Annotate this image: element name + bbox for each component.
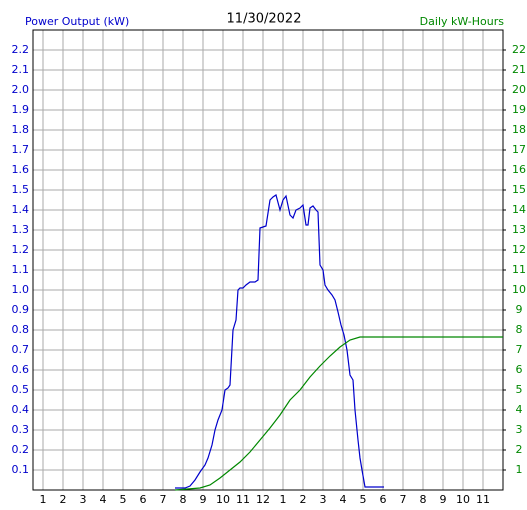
x-tick-label: 6 [140, 493, 147, 506]
y-axis-label: Power Output (kW) [25, 15, 129, 28]
y-tick-label: 1.6 [12, 163, 30, 176]
x-tick-label: 1 [280, 493, 287, 506]
y-tick-label: 0.3 [12, 423, 30, 436]
y-tick-label: 0.7 [12, 343, 30, 356]
x-tick-label: 4 [100, 493, 107, 506]
y-tick-label: 2.2 [12, 43, 30, 56]
y2-tick-label: 16 [512, 163, 526, 176]
y2-tick-label: 1 [516, 463, 523, 476]
y2-tick-label: 22 [512, 43, 526, 56]
y-tick-label: 0.1 [12, 463, 30, 476]
x-tick-label: 7 [400, 493, 407, 506]
y2-tick-label: 3 [516, 423, 523, 436]
y-tick-label: 1.7 [12, 143, 30, 156]
x-tick-label: 3 [80, 493, 87, 506]
y2-tick-label: 4 [516, 403, 523, 416]
y2-tick-label: 14 [512, 203, 526, 216]
x-tick-label: 4 [340, 493, 347, 506]
y-tick-label: 0.8 [12, 323, 30, 336]
x-tick-label: 8 [180, 493, 187, 506]
y-tick-label: 0.6 [12, 363, 30, 376]
x-tick-label: 9 [440, 493, 447, 506]
x-tick-label: 11 [236, 493, 250, 506]
y2-tick-label: 13 [512, 223, 526, 236]
x-tick-label: 2 [60, 493, 67, 506]
y-tick-label: 1.1 [12, 263, 30, 276]
y2-tick-label: 17 [512, 143, 526, 156]
y-tick-label: 1.2 [12, 243, 30, 256]
y-tick-label: 1.8 [12, 123, 30, 136]
y2-tick-label: 7 [516, 343, 523, 356]
y-tick-label: 2.0 [12, 83, 30, 96]
y-tick-label: 0.9 [12, 303, 30, 316]
x-tick-label: 10 [216, 493, 230, 506]
y2-tick-label: 11 [512, 263, 526, 276]
x-tick-label: 7 [160, 493, 167, 506]
y-tick-label: 0.2 [12, 443, 30, 456]
y2-tick-label: 21 [512, 63, 526, 76]
y-tick-label: 1.5 [12, 183, 30, 196]
y2-tick-label: 10 [512, 283, 526, 296]
y-tick-label: 0.4 [12, 403, 30, 416]
x-tick-label: 6 [380, 493, 387, 506]
x-tick-label: 5 [360, 493, 367, 506]
y2-tick-label: 9 [516, 303, 523, 316]
x-tick-label: 2 [300, 493, 307, 506]
y-tick-label: 1.9 [12, 103, 30, 116]
x-tick-label: 10 [456, 493, 470, 506]
x-tick-label: 12 [256, 493, 270, 506]
y-tick-label: 0.5 [12, 383, 30, 396]
x-tick-label: 8 [420, 493, 427, 506]
series-line [174, 336, 503, 491]
y2-tick-label: 8 [516, 323, 523, 336]
y2-tick-label: 19 [512, 103, 526, 116]
y-tick-label: 1.0 [12, 283, 30, 296]
x-tick-label: 3 [320, 493, 327, 506]
x-tick-label: 5 [120, 493, 127, 506]
y2-tick-label: 6 [516, 363, 523, 376]
y2-tick-label: 2 [516, 443, 523, 456]
series-line [175, 194, 384, 489]
y2-axis-label: Daily kW-Hours [420, 15, 505, 28]
y-tick-label: 1.3 [12, 223, 30, 236]
y2-tick-label: 12 [512, 243, 526, 256]
y2-tick-label: 20 [512, 83, 526, 96]
y2-tick-label: 5 [516, 383, 523, 396]
x-tick-label: 1 [40, 493, 47, 506]
chart-title: 11/30/2022 [227, 12, 302, 27]
x-tick-label: 9 [200, 493, 207, 506]
y2-tick-label: 18 [512, 123, 526, 136]
y-tick-label: 1.4 [12, 203, 30, 216]
y2-tick-label: 15 [512, 183, 526, 196]
plot-border [32, 29, 504, 491]
x-tick-label: 11 [476, 493, 490, 506]
y-tick-label: 2.1 [12, 63, 30, 76]
